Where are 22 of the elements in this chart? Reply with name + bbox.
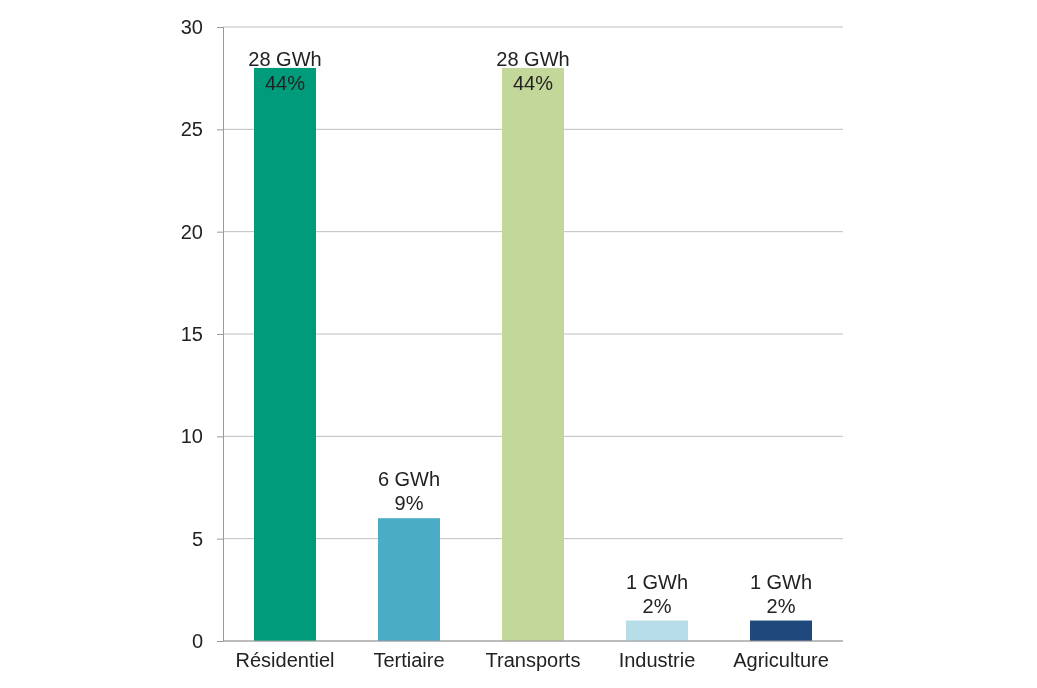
y-tick-label: 15 [180,322,203,345]
y-tick-label: 0 [191,629,203,652]
x-tick-label: Agriculture [733,649,829,672]
y-tick-label: 30 [180,15,203,38]
y-tick-label: 25 [180,118,203,141]
bar [750,620,812,641]
data-label: 28 GWh 44% [248,47,322,94]
x-tick-label: Résidentiel [235,649,335,672]
bar [626,620,688,641]
bar [254,67,316,641]
data-label: 1 GWh 2% [625,570,689,617]
y-tick-label: 5 [191,527,203,550]
x-tick-label: Transports [485,649,581,672]
data-label: 6 GWh 9% [377,468,441,515]
data-label: 28 GWh 44% [496,47,570,94]
bar [502,67,564,641]
bar [378,518,440,641]
y-tick-label: 10 [180,425,203,448]
x-tick-label: Industrie [618,649,696,672]
x-tick-label: Tertiaire [373,649,445,672]
y-tick-label: 20 [180,220,203,243]
data-label: 1 GWh 2% [749,570,813,617]
